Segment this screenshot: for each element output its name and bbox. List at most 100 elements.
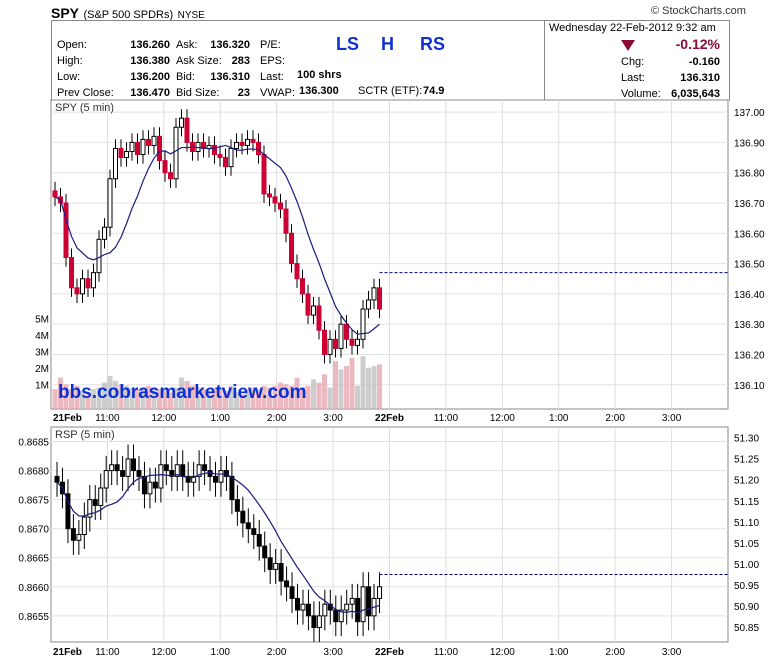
candle [371, 287, 377, 301]
candle [327, 338, 333, 355]
x-tick-label: 12:00 [151, 413, 176, 424]
candle [289, 232, 294, 265]
volume-bar [146, 385, 151, 409]
y-tick-label-right: 50.85 [734, 623, 759, 634]
y-tick-label-right: 51.30 [734, 434, 759, 445]
candle [316, 305, 322, 331]
x-tick-label: 11:00 [434, 413, 459, 424]
volume-bar [201, 389, 206, 409]
candle [311, 615, 317, 628]
y-tick-label: 136.40 [734, 290, 765, 301]
volume-bar [289, 385, 294, 409]
volume-bar [140, 387, 146, 409]
candle [184, 117, 190, 143]
candle [70, 528, 76, 541]
candle [349, 597, 355, 605]
x-tick-label: 1:00 [549, 647, 569, 658]
candle [267, 557, 273, 570]
candle [207, 470, 213, 477]
candle [135, 141, 140, 156]
panel-title: SPY (5 min) [55, 102, 114, 114]
x-tick-label: 11:00 [95, 413, 120, 424]
candle [217, 154, 223, 159]
title-row: SPY (S&P 500 SPDRs) NYSE [51, 5, 205, 23]
volume-bar [377, 364, 382, 409]
y-tick-label-right: 50.90 [734, 602, 759, 613]
candle [65, 493, 71, 530]
y-tick-label-right: 51.00 [734, 560, 759, 571]
volume-bar [223, 390, 228, 409]
volume-bar [58, 377, 63, 409]
candle [91, 272, 96, 289]
volume-bar [344, 366, 349, 409]
quote-col-1-values: 136.260 136.380 136.200 136.470 [130, 39, 170, 99]
volume-bar [129, 387, 135, 409]
moving-average-line [56, 471, 380, 614]
x-tick-label: 3:00 [323, 647, 343, 658]
y-tick-label-right: 51.05 [734, 539, 759, 550]
volume-bar [151, 387, 157, 409]
x-tick-label: 21Feb [53, 647, 82, 658]
candle [262, 545, 268, 559]
quote-col-2: Ask: Ask Size: Bid: Bid Size: [176, 39, 222, 99]
volume-bar [366, 367, 371, 409]
candle [85, 278, 91, 289]
volume-bar [102, 382, 107, 409]
candle [54, 475, 60, 483]
volume-bar [338, 369, 344, 409]
candle [151, 135, 157, 146]
y-tick-label: 136.50 [734, 260, 765, 271]
candle [129, 141, 135, 152]
candle [168, 172, 173, 180]
candle [267, 193, 272, 198]
volume-bar [85, 394, 91, 409]
candle [162, 160, 168, 174]
x-tick-label: 2:00 [605, 413, 625, 424]
volume-bar [228, 385, 234, 409]
quote-col-2-values: 136.320 283 136.310 23 [210, 39, 250, 99]
candle [240, 510, 246, 524]
vwap: 136.300 [299, 85, 339, 97]
candle [234, 499, 240, 512]
summary-labels: Chg: Last: Volume: [621, 56, 661, 100]
volume-bar [311, 379, 316, 409]
volume-bar [179, 377, 184, 409]
quote-col-1: Open: High: Low: Prev Close: [57, 39, 114, 99]
volume-bar [206, 390, 212, 409]
volume-tick-label: 4M [35, 331, 49, 342]
candle [147, 481, 153, 495]
y-tick-label-left: 0.8675 [18, 496, 49, 507]
candle [141, 475, 147, 495]
candle [377, 586, 382, 599]
sctr-label: SCTR (ETF): [358, 85, 423, 97]
volume-bar [333, 361, 338, 409]
volume-bar [234, 392, 239, 409]
volume-bar [168, 392, 173, 409]
candle [98, 487, 104, 506]
x-tick-label: 22Feb [375, 413, 404, 424]
candle [333, 338, 338, 349]
y-tick-label: 136.20 [734, 350, 765, 361]
volume-bar [69, 389, 74, 409]
source[interactable]: © StockCharts.com [651, 5, 746, 17]
candle [103, 470, 109, 489]
volume-bar [157, 389, 162, 409]
quote-col-3: P/E: EPS: Last: VWAP: [260, 39, 296, 99]
volume-bar [91, 389, 96, 409]
candle [92, 499, 98, 506]
x-tick-label: 12:00 [490, 647, 515, 658]
x-tick-label: 3:00 [323, 413, 343, 424]
candle [80, 278, 85, 295]
candle [185, 475, 191, 483]
candle [316, 615, 322, 628]
candle [202, 464, 208, 472]
candle [120, 470, 126, 477]
candle [76, 534, 82, 541]
candle [196, 464, 202, 477]
volume-bar [316, 382, 322, 409]
volume-bar [195, 387, 201, 409]
volume-bar [239, 394, 245, 409]
candle [180, 464, 186, 477]
candle [355, 338, 360, 346]
x-tick-label: 3:00 [662, 413, 682, 424]
